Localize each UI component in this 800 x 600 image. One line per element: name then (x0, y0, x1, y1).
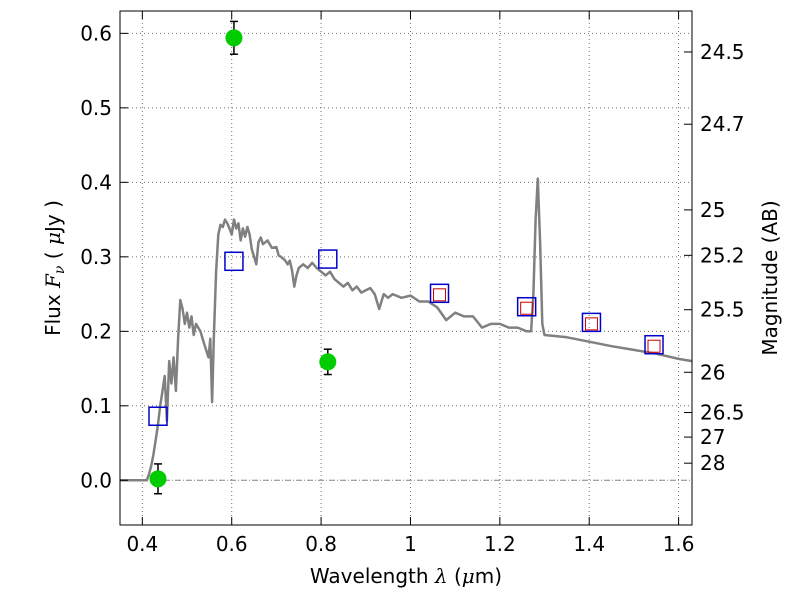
model-flux-square (581, 312, 602, 333)
y-tick-label: 0.5 (80, 96, 112, 120)
magnitude-tick-label: 25.2 (700, 243, 745, 267)
magnitude-tick-label: 25 (700, 198, 725, 222)
x-tick-label: 1 (404, 532, 417, 556)
y-tick-label: 0.0 (80, 468, 112, 492)
x-tick-label: 1.4 (573, 532, 605, 556)
magnitude-tick-label: 25.5 (700, 298, 745, 322)
y-tick-label: 0.2 (80, 319, 112, 343)
model-flux-inner-square (520, 301, 534, 315)
model-flux-square (148, 406, 168, 426)
model-flux-inner-square (433, 288, 447, 302)
observed-flux-point (319, 353, 337, 371)
plot-area (120, 11, 692, 525)
ticks-layer: 0.4 0.6 0.8 1 1.2 1.4 1.6 0.0 0.1 0.2 0.3 0.4 0.5 0.6… (80, 11, 745, 556)
x-tick-label: 0.4 (126, 532, 158, 556)
model-flux-inner-square (584, 317, 598, 331)
markers-layer (148, 20, 664, 495)
observed-flux-point (225, 29, 243, 47)
magnitude-tick-label: 28 (700, 451, 725, 475)
magnitude-tick-label: 27 (700, 425, 725, 449)
y-tick-label: 0.1 (80, 394, 112, 418)
y-tick-label: 0.3 (80, 245, 112, 269)
x-tick-label: 1.6 (663, 532, 695, 556)
y-axis-title: Flux Fν ( μJy ) (41, 200, 68, 336)
y-tick-label: 0.6 (80, 21, 112, 45)
model-flux-square (224, 251, 244, 272)
model-flux-square (429, 283, 450, 304)
magnitude-tick-label: 26.5 (700, 401, 745, 425)
x-tick-label: 0.6 (216, 532, 248, 556)
y2-axis-title: Magnitude (AB) (758, 200, 782, 355)
y-tick-label: 0.4 (80, 170, 112, 194)
sed-model-line (120, 177, 693, 482)
sed-layer (120, 177, 693, 482)
x-tick-label: 0.8 (305, 532, 337, 556)
magnitude-tick-label: 24.7 (700, 112, 745, 136)
magnitude-tick-label: 24.5 (700, 40, 745, 64)
magnitude-tick-label: 26 (700, 360, 725, 384)
x-tick-label: 1.2 (484, 532, 516, 556)
observed-flux-point (149, 470, 167, 488)
model-flux-inner-square (647, 339, 661, 353)
plot-frame (119, 10, 693, 526)
model-flux-square (318, 249, 338, 269)
model-flux-square (644, 334, 664, 355)
x-axis-title: Wavelength λ (μm) (310, 564, 502, 588)
model-flux-square (516, 296, 537, 317)
